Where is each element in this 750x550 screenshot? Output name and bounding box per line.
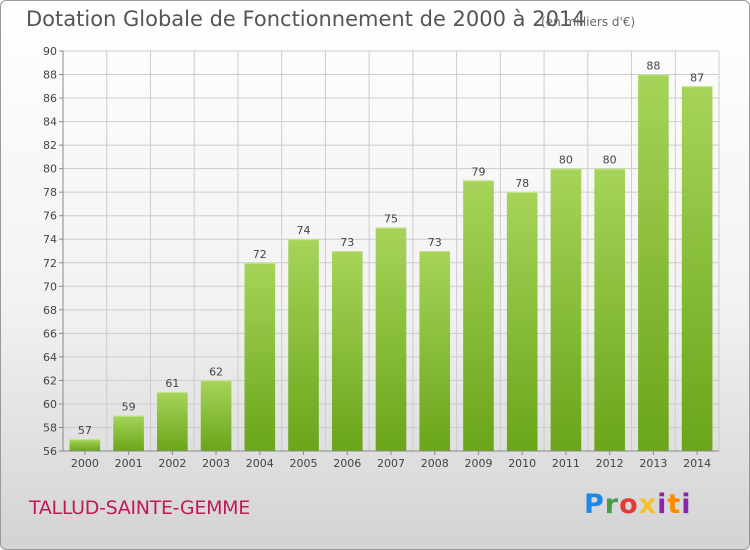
bar: [419, 251, 451, 451]
y-tick-label: 68: [43, 304, 57, 317]
y-tick-label: 64: [43, 351, 57, 364]
bar: [113, 415, 144, 451]
chart-unit: (en milliers d'€): [541, 15, 636, 29]
y-tick-label: 82: [43, 139, 57, 152]
x-tick-label: 2013: [639, 457, 667, 470]
x-tick-label: 2012: [596, 457, 624, 470]
bar: [463, 180, 494, 452]
bar: [288, 239, 319, 451]
x-tick-label: 2006: [333, 457, 361, 470]
bar-value-label: 72: [253, 248, 267, 261]
y-tick-label: 78: [43, 186, 57, 199]
x-tick-label: 2001: [115, 457, 143, 470]
x-tick-label: 2011: [552, 457, 580, 470]
y-tick-label: 56: [43, 445, 57, 458]
y-tick-label: 66: [43, 327, 57, 340]
bar: [594, 168, 625, 451]
bar: [244, 262, 276, 451]
bar-value-label: 75: [384, 212, 398, 225]
x-tick-label: 2000: [71, 457, 99, 470]
y-tick-label: 58: [43, 421, 57, 434]
y-tick-label: 60: [43, 398, 57, 411]
bar-value-label: 74: [297, 224, 311, 237]
bar-value-label: 78: [515, 177, 529, 190]
bar: [375, 227, 407, 451]
proxiti-logo: Proxiti: [584, 489, 692, 520]
y-tick-label: 70: [43, 280, 57, 293]
bar-value-label: 88: [646, 60, 660, 73]
bar-value-label: 59: [122, 401, 136, 414]
bar: [681, 86, 713, 451]
bar-value-label: 57: [78, 424, 92, 437]
x-tick-label: 2002: [158, 457, 186, 470]
bar: [331, 251, 363, 451]
y-tick-label: 76: [43, 210, 57, 223]
bar: [550, 168, 582, 451]
x-tick-label: 2005: [290, 457, 318, 470]
y-tick-label: 90: [43, 45, 57, 58]
x-tick-label: 2007: [377, 457, 405, 470]
bar-value-label: 80: [559, 154, 573, 167]
commune-name: TALLUD-SAINTE-GEMME: [29, 497, 250, 519]
bar: [638, 74, 669, 451]
bar-value-label: 79: [471, 165, 485, 178]
y-tick-label: 84: [43, 116, 57, 129]
bar: [157, 392, 188, 451]
y-tick-label: 80: [43, 163, 57, 176]
x-tick-label: 2003: [202, 457, 230, 470]
x-tick-label: 2014: [683, 457, 711, 470]
x-tick-label: 2010: [508, 457, 536, 470]
y-tick-label: 62: [43, 374, 57, 387]
y-tick-label: 86: [43, 92, 57, 105]
bar: [506, 192, 538, 452]
x-tick-label: 2009: [464, 457, 492, 470]
bar-value-label: 61: [165, 377, 179, 390]
y-tick-label: 88: [43, 69, 57, 82]
bar-value-label: 80: [603, 154, 617, 167]
bar-value-label: 73: [340, 236, 354, 249]
bar: [200, 380, 232, 451]
y-tick-label: 72: [43, 257, 57, 270]
bar-value-label: 73: [428, 236, 442, 249]
chart-title: Dotation Globale de Fonctionnement de 20…: [26, 7, 586, 31]
x-tick-label: 2004: [246, 457, 274, 470]
bar: [69, 439, 101, 451]
bar-value-label: 62: [209, 365, 223, 378]
bar-value-label: 87: [690, 71, 704, 84]
x-tick-label: 2008: [421, 457, 449, 470]
y-tick-label: 74: [43, 233, 57, 246]
